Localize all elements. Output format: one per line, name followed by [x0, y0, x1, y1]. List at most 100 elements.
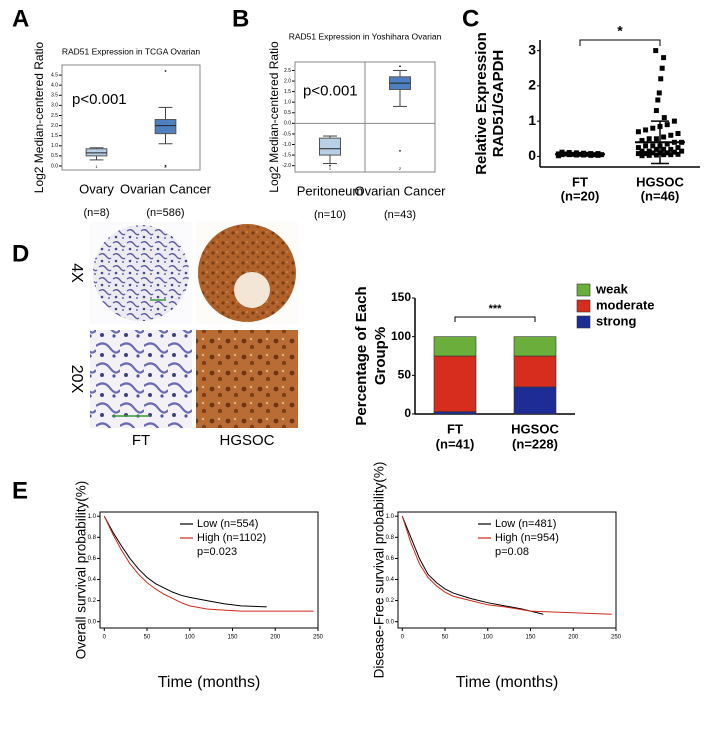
y-tick-label: 0: [404, 406, 411, 420]
data-point: [643, 127, 649, 133]
data-point: [559, 149, 565, 155]
outlier: [164, 165, 167, 167]
group-size: (n=46): [641, 188, 680, 203]
bar-segment: [433, 355, 477, 412]
significance-bracket: [454, 316, 536, 322]
column-label: FT: [132, 432, 150, 449]
y-tick-label: 0.2: [88, 598, 97, 604]
x-tick-label: 200: [270, 635, 281, 641]
x-tick-label: 250: [611, 635, 622, 641]
survival-curve: [401, 516, 544, 615]
data-point: [653, 108, 659, 114]
y-tick-label: 2: [528, 77, 536, 93]
data-point: [646, 148, 652, 154]
y-tick-label: 3: [528, 41, 536, 57]
annotation: *: [617, 23, 623, 39]
data-point: [668, 132, 674, 138]
data-point: [661, 152, 667, 158]
y-tick-label: -0.5: [282, 131, 291, 137]
data-point: [668, 146, 674, 152]
y-tick-label: -1.0: [282, 142, 291, 148]
y-tick-label: 3.5: [51, 93, 58, 99]
box: [85, 148, 108, 157]
y-tick-label: 4.5: [51, 72, 58, 78]
outlier: [164, 70, 167, 72]
y-tick-label: 0.5: [284, 110, 291, 116]
annotation: p<0.001: [72, 91, 127, 108]
y-tick-label: 2.0: [51, 123, 58, 129]
data-point: [655, 97, 661, 103]
bar-segment: [513, 336, 557, 357]
annotation: ***: [489, 303, 503, 315]
panel-label: C: [462, 5, 479, 32]
data-point: [653, 152, 659, 158]
row-label: 20X: [68, 365, 85, 394]
data-point: [639, 153, 645, 159]
y-tick-label: 1.5: [51, 133, 58, 139]
data-point: [650, 150, 656, 156]
data-point: [646, 152, 652, 158]
y-tick-label: 3.0: [51, 103, 58, 109]
y-tick-label: 0.5: [51, 153, 58, 159]
panel-label: A: [12, 5, 29, 32]
data-point: [675, 130, 681, 136]
outlier: [399, 65, 401, 68]
data-point: [671, 118, 677, 124]
plot-frame: [99, 511, 319, 629]
x-tick-label: 150: [526, 635, 537, 641]
annotation: p=0.08: [495, 546, 529, 558]
survival-curve: [401, 516, 612, 615]
data-point: [650, 143, 656, 149]
legend-label: moderate: [596, 297, 655, 312]
y-tick-label: 0.6: [88, 556, 97, 562]
y-axis-label: RAD51/GAPDH: [490, 50, 507, 158]
data-point: [653, 146, 659, 152]
y-tick-label: 0.6: [386, 556, 395, 562]
y-tick-label: 2.0: [284, 78, 291, 84]
category-number: 1: [95, 164, 98, 169]
x-tick-label: 250: [313, 635, 324, 641]
box: [154, 119, 177, 135]
x-axis-label: Time (months): [158, 674, 261, 691]
data-point: [639, 148, 645, 154]
row-label: 4X: [68, 263, 85, 283]
bar-segment: [433, 336, 477, 357]
y-axis-label: Log2 Median-centered Ratio: [267, 41, 281, 193]
y-axis-label: Group%: [372, 327, 389, 385]
histology-image: [90, 330, 192, 428]
x-tick-label: 200: [568, 635, 579, 641]
y-tick-label: 0.0: [51, 163, 58, 169]
category-number: 2: [164, 164, 167, 169]
group-size: (n=228): [512, 436, 558, 451]
bar-segment: [433, 411, 477, 415]
x-tick-label: 100: [185, 635, 196, 641]
survival-curve: [103, 515, 267, 608]
data-point: [656, 90, 662, 96]
x-tick-label: 50: [144, 635, 151, 641]
group-size: (n=8): [84, 207, 110, 219]
y-tick-label: 0: [528, 147, 536, 163]
group-size: (n=586): [146, 207, 184, 219]
data-point: [639, 138, 645, 144]
data-point: [661, 134, 667, 140]
plot-frame: [61, 64, 201, 171]
x-tick-label: 150: [228, 635, 239, 641]
data-point: [679, 148, 685, 154]
data-point: [658, 76, 664, 82]
histology-image: [93, 225, 189, 321]
data-point: [566, 150, 572, 156]
legend-label: weak: [595, 281, 629, 296]
y-axis-label: Disease-Free survival probability(%): [372, 462, 387, 679]
y-tick-label: 50: [398, 368, 412, 382]
x-tick-label: Ovary: [79, 181, 114, 196]
y-tick-label: -2.0: [282, 163, 291, 169]
x-tick-label: Ovarian Cancer: [354, 183, 446, 198]
y-tick-label: 1.0: [386, 514, 395, 520]
outlier: [329, 164, 331, 167]
y-tick-label: 1.0: [284, 100, 291, 106]
chart-title: RAD51 Expression in TCGA Ovarian: [62, 46, 201, 56]
annotation: p<0.001: [303, 83, 358, 100]
y-tick-label: 1.0: [51, 143, 58, 149]
legend-swatch: [576, 283, 591, 297]
